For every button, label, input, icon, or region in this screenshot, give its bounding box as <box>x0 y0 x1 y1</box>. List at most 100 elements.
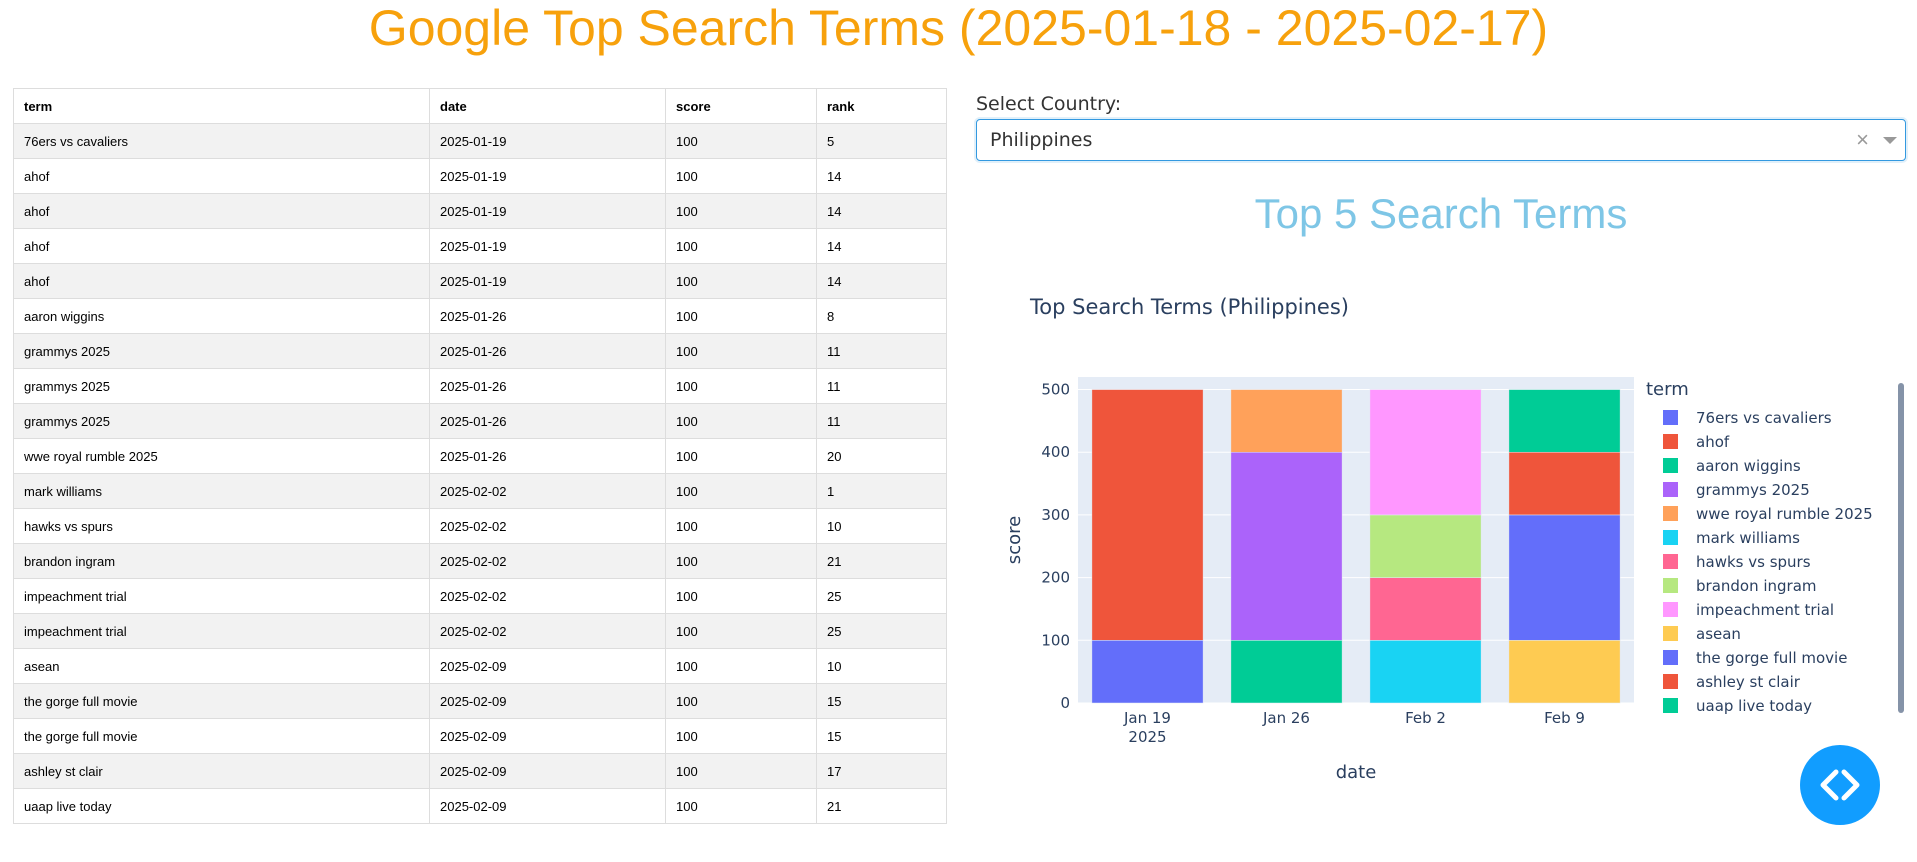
cell-score: 100 <box>665 298 817 334</box>
cell-date: 2025-01-19 <box>429 158 666 194</box>
cell-date: 2025-02-02 <box>429 473 666 509</box>
legend-label: aaron wiggins <box>1696 457 1801 475</box>
bar-segment <box>1508 514 1621 641</box>
legend-label: ahof <box>1696 433 1730 451</box>
cell-rank: 25 <box>816 578 947 614</box>
cell-score: 100 <box>665 648 817 684</box>
cell-date: 2025-02-09 <box>429 718 666 754</box>
cell-date: 2025-02-09 <box>429 788 666 824</box>
x-tick-label: Feb 2 <box>1405 709 1446 727</box>
bar-segment <box>1369 577 1482 641</box>
cell-rank: 8 <box>816 298 947 334</box>
clear-icon[interactable]: × <box>1856 127 1869 152</box>
cell-rank: 15 <box>816 718 947 754</box>
cell-date: 2025-02-02 <box>429 508 666 544</box>
cell-term: uaap live today <box>13 788 430 824</box>
cell-score: 100 <box>665 718 817 754</box>
cell-score: 100 <box>665 578 817 614</box>
table-row: ahof 2025-01-19 100 14 <box>13 158 947 194</box>
legend-swatch <box>1663 434 1678 449</box>
cell-term: ashley st clair <box>13 753 430 789</box>
cell-term: impeachment trial <box>13 613 430 649</box>
legend-label: uaap live today <box>1696 697 1812 715</box>
cell-term: hawks vs spurs <box>13 508 430 544</box>
cell-date: 2025-02-09 <box>429 753 666 789</box>
table-row: impeachment trial 2025-02-02 100 25 <box>13 613 947 649</box>
legend-swatch <box>1663 578 1678 593</box>
cell-rank: 11 <box>816 333 947 369</box>
cell-date: 2025-02-02 <box>429 613 666 649</box>
legend-swatch <box>1663 602 1678 617</box>
cell-date: 2025-01-19 <box>429 228 666 264</box>
bar-segment <box>1230 389 1343 453</box>
cell-score: 100 <box>665 438 817 474</box>
cell-term: wwe royal rumble 2025 <box>13 438 430 474</box>
cell-score: 100 <box>665 508 817 544</box>
bar-segment <box>1091 389 1204 641</box>
table-row: ashley st clair 2025-02-09 100 17 <box>13 753 947 789</box>
cell-score: 100 <box>665 788 817 824</box>
column-header-term[interactable]: term <box>13 88 430 124</box>
chart-title: Top Search Terms (Philippines) <box>1029 295 1349 319</box>
cell-score: 100 <box>665 403 817 439</box>
legend-label: wwe royal rumble 2025 <box>1696 505 1873 523</box>
table-row: ahof 2025-01-19 100 14 <box>13 263 947 299</box>
x-tick-label: Jan 26 <box>1262 709 1310 727</box>
table-row: grammys 2025 2025-01-26 100 11 <box>13 403 947 439</box>
legend-swatch <box>1663 482 1678 497</box>
legend-swatch <box>1663 458 1678 473</box>
cell-term: ahof <box>13 228 430 264</box>
legend-scrollbar[interactable] <box>1898 383 1904 713</box>
country-select-label: Select Country: <box>976 93 1122 115</box>
table-row: the gorge full movie 2025-02-09 100 15 <box>13 718 947 754</box>
country-dropdown[interactable]: Philippines × <box>976 119 1906 161</box>
cell-term: ahof <box>13 263 430 299</box>
cell-term: 76ers vs cavaliers <box>13 123 430 159</box>
cell-date: 2025-02-09 <box>429 683 666 719</box>
cell-score: 100 <box>665 683 817 719</box>
cell-rank: 21 <box>816 543 947 579</box>
cell-score: 100 <box>665 123 817 159</box>
table-row: aaron wiggins 2025-01-26 100 8 <box>13 298 947 334</box>
bar-segment <box>1230 640 1343 704</box>
y-tick-label: 200 <box>1041 569 1070 587</box>
legend-label: grammys 2025 <box>1696 481 1810 499</box>
column-header-date[interactable]: date <box>429 88 666 124</box>
cell-rank: 14 <box>816 263 947 299</box>
column-header-rank[interactable]: rank <box>816 88 947 124</box>
legend-label: mark williams <box>1696 529 1800 547</box>
legend-label: 76ers vs cavaliers <box>1696 409 1832 427</box>
cell-term: brandon ingram <box>13 543 430 579</box>
cell-score: 100 <box>665 473 817 509</box>
legend-swatch <box>1663 506 1678 521</box>
cell-rank: 14 <box>816 228 947 264</box>
cell-date: 2025-01-19 <box>429 193 666 229</box>
chevron-down-icon[interactable] <box>1883 137 1897 144</box>
x-tick-label: Jan 19 <box>1123 709 1171 727</box>
cell-rank: 14 <box>816 193 947 229</box>
section-title: Top 5 Search Terms <box>1254 190 1628 237</box>
cell-date: 2025-02-02 <box>429 543 666 579</box>
bar-segment <box>1369 514 1482 578</box>
cell-term: asean <box>13 648 430 684</box>
cell-term: the gorge full movie <box>13 718 430 754</box>
debug-menu-button[interactable] <box>1800 745 1880 825</box>
cell-score: 100 <box>665 543 817 579</box>
bar-segment <box>1369 389 1482 516</box>
cell-rank: 20 <box>816 438 947 474</box>
legend-swatch <box>1663 530 1678 545</box>
y-tick-label: 400 <box>1041 443 1070 461</box>
legend-title: term <box>1646 379 1689 400</box>
country-dropdown-value: Philippines <box>990 129 1093 151</box>
column-header-score[interactable]: score <box>665 88 817 124</box>
table-row: impeachment trial 2025-02-02 100 25 <box>13 578 947 614</box>
cell-rank: 17 <box>816 753 947 789</box>
cell-rank: 14 <box>816 158 947 194</box>
legend-swatch <box>1663 650 1678 665</box>
cell-score: 100 <box>665 263 817 299</box>
table-row: ahof 2025-01-19 100 14 <box>13 193 947 229</box>
cell-date: 2025-01-19 <box>429 123 666 159</box>
stacked-bar-chart: Top Search Terms (Philippines) 0 100 200 300… <box>1004 295 1904 783</box>
code-icon <box>1820 769 1860 801</box>
cell-score: 100 <box>665 613 817 649</box>
